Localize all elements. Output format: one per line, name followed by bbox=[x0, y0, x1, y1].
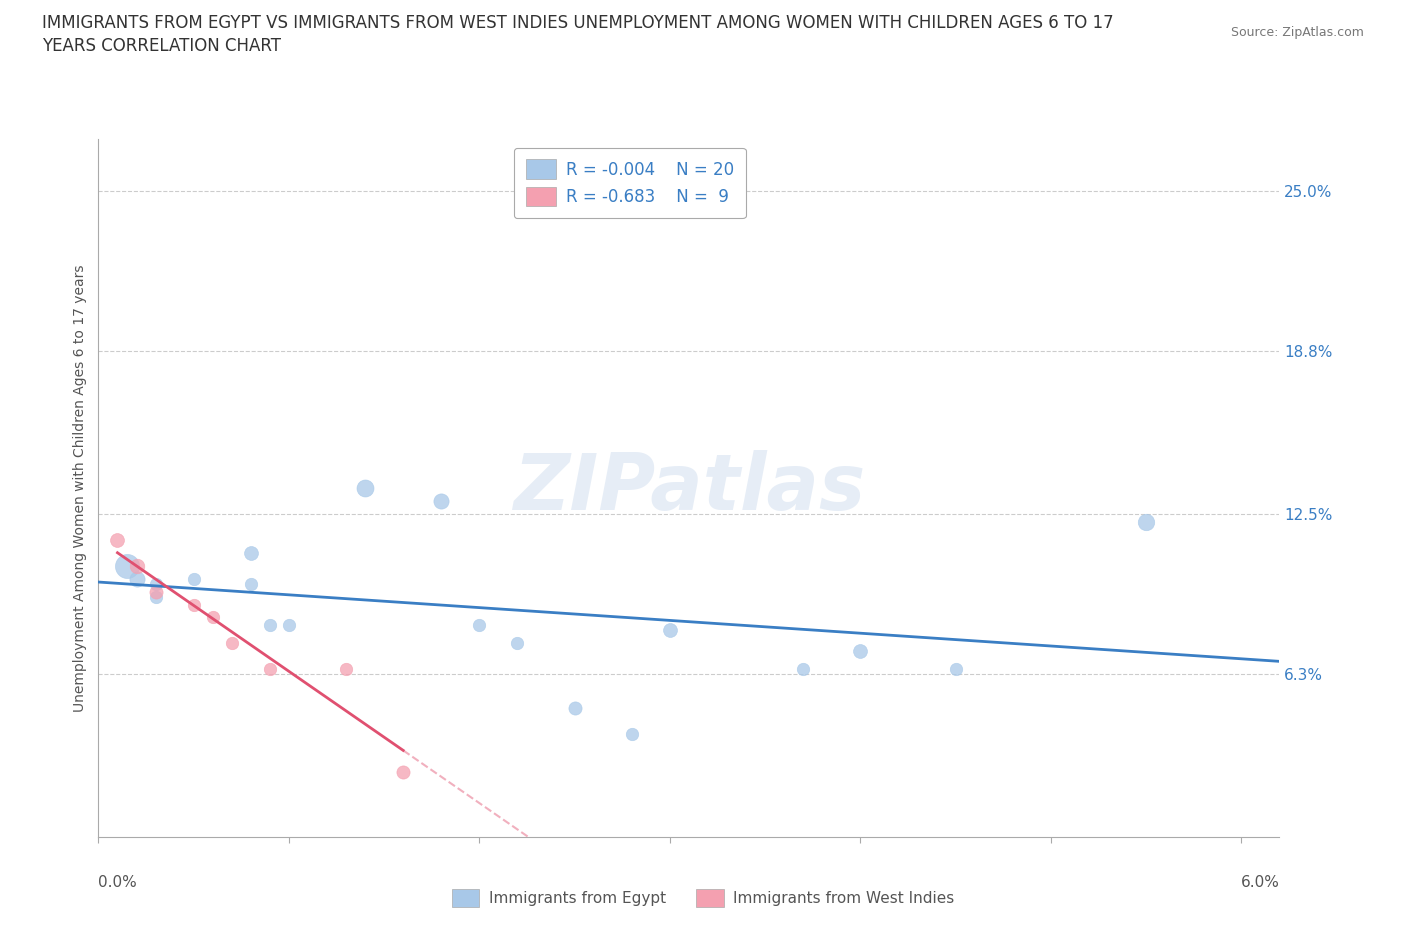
Point bbox=[239, 545, 262, 560]
Point bbox=[239, 577, 262, 591]
Point bbox=[221, 636, 243, 651]
Point bbox=[620, 726, 643, 741]
Point bbox=[430, 494, 453, 509]
Text: 0.0%: 0.0% bbox=[98, 875, 138, 890]
Point bbox=[145, 590, 167, 604]
Point bbox=[945, 661, 967, 676]
Point bbox=[335, 661, 357, 676]
Text: IMMIGRANTS FROM EGYPT VS IMMIGRANTS FROM WEST INDIES UNEMPLOYMENT AMONG WOMEN WI: IMMIGRANTS FROM EGYPT VS IMMIGRANTS FROM… bbox=[42, 14, 1114, 32]
Point bbox=[125, 558, 148, 573]
Point bbox=[183, 597, 205, 612]
Point bbox=[564, 700, 586, 715]
Point bbox=[849, 644, 872, 658]
Point bbox=[277, 618, 299, 632]
Point bbox=[658, 623, 681, 638]
Point bbox=[506, 636, 529, 651]
Point bbox=[145, 577, 167, 591]
Point bbox=[115, 558, 138, 573]
Point bbox=[1135, 514, 1157, 529]
Text: ZIPatlas: ZIPatlas bbox=[513, 450, 865, 526]
Point bbox=[125, 571, 148, 586]
Point bbox=[145, 584, 167, 599]
Text: 6.0%: 6.0% bbox=[1240, 875, 1279, 890]
Point bbox=[392, 765, 415, 780]
Point bbox=[468, 618, 491, 632]
Point bbox=[259, 618, 281, 632]
Text: Source: ZipAtlas.com: Source: ZipAtlas.com bbox=[1230, 26, 1364, 39]
Point bbox=[259, 661, 281, 676]
Point bbox=[107, 533, 129, 548]
Legend: Immigrants from Egypt, Immigrants from West Indies: Immigrants from Egypt, Immigrants from W… bbox=[446, 884, 960, 913]
Text: YEARS CORRELATION CHART: YEARS CORRELATION CHART bbox=[42, 37, 281, 55]
Y-axis label: Unemployment Among Women with Children Ages 6 to 17 years: Unemployment Among Women with Children A… bbox=[73, 264, 87, 712]
Legend: R = -0.004    N = 20, R = -0.683    N =  9: R = -0.004 N = 20, R = -0.683 N = 9 bbox=[515, 148, 745, 218]
Point bbox=[354, 481, 377, 496]
Point bbox=[183, 571, 205, 586]
Point bbox=[792, 661, 814, 676]
Point bbox=[201, 610, 224, 625]
